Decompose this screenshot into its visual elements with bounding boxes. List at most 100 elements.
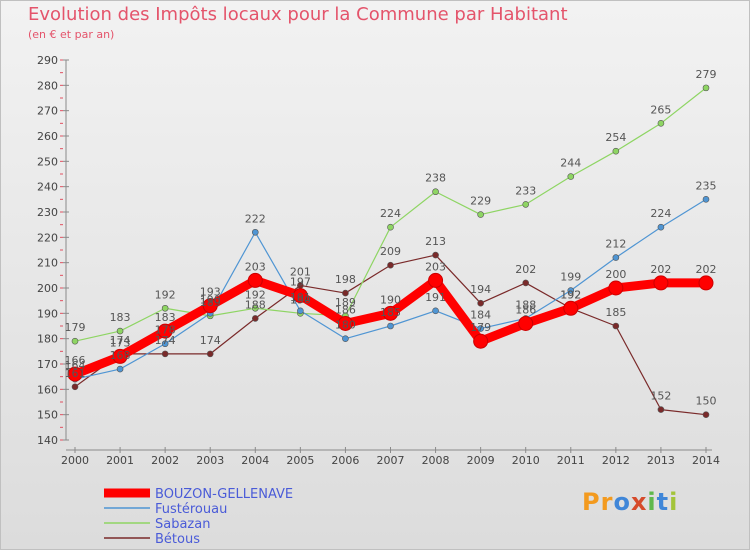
data-label: 174 <box>200 334 221 347</box>
y-tick-label: 170 <box>37 358 58 371</box>
x-tick-label: 2010 <box>512 454 540 467</box>
data-point <box>292 288 308 304</box>
y-tick-label: 220 <box>37 231 58 244</box>
chart-title: Evolution des Impôts locaux pour la Comm… <box>28 4 568 25</box>
data-label: 200 <box>605 268 626 281</box>
data-point <box>567 287 575 294</box>
data-point <box>161 340 169 348</box>
logo-letter: r <box>600 488 614 516</box>
data-label: 166 <box>65 354 86 367</box>
data-label: 202 <box>650 263 671 276</box>
data-label: 190 <box>290 293 311 306</box>
chart-subtitle: (en € et par an) <box>28 28 115 41</box>
data-label: 191 <box>290 291 311 304</box>
data-point <box>522 201 530 208</box>
data-label: 174 <box>155 334 176 347</box>
y-tick-label: 230 <box>37 206 58 219</box>
data-label: 229 <box>470 195 491 208</box>
x-tick-label: 2003 <box>196 454 224 467</box>
data-point <box>702 196 710 203</box>
data-label: 209 <box>380 245 401 258</box>
data-label: 183 <box>110 311 131 324</box>
data-point <box>202 298 218 314</box>
x-tick-label: 2000 <box>61 454 89 467</box>
data-point <box>657 120 665 127</box>
logo-letter: o <box>613 488 631 516</box>
data-point <box>247 272 263 288</box>
data-label: 178 <box>155 324 176 337</box>
data-point <box>432 188 439 196</box>
data-point <box>653 275 669 291</box>
y-tick-label: 150 <box>37 409 58 422</box>
logo-letter: P <box>582 488 601 516</box>
data-label: 190 <box>380 293 401 306</box>
data-label: 179 <box>65 321 86 334</box>
logo-letter: t <box>656 488 670 516</box>
data-point <box>702 411 710 418</box>
data-point <box>518 315 534 331</box>
logo-letter: i <box>647 488 657 516</box>
data-point <box>477 325 484 332</box>
data-label: 197 <box>290 276 311 289</box>
y-tick-label: 180 <box>37 333 58 346</box>
data-label: 279 <box>696 68 717 81</box>
legend-label-2: Sabazan <box>155 517 210 532</box>
data-point <box>383 305 398 321</box>
data-label: 180 <box>335 319 356 332</box>
data-point <box>387 322 394 330</box>
y-tick-label: 270 <box>37 105 58 118</box>
data-label: 254 <box>605 131 626 144</box>
data-label: 213 <box>425 235 446 248</box>
data-point <box>522 279 530 287</box>
data-point <box>206 350 214 358</box>
data-label: 186 <box>335 303 356 316</box>
data-label: 201 <box>290 265 311 278</box>
data-label: 164 <box>65 359 86 372</box>
data-point <box>337 315 353 331</box>
data-point <box>71 337 79 345</box>
data-label: 185 <box>380 306 401 319</box>
data-point <box>112 348 128 364</box>
data-point <box>161 304 169 312</box>
data-point <box>387 261 394 269</box>
data-point <box>161 350 169 358</box>
x-tick-label: 2013 <box>647 454 675 467</box>
legend-label-3: Bétous <box>155 532 200 547</box>
data-point <box>567 173 575 180</box>
data-label: 150 <box>696 395 717 408</box>
x-tick-label: 2007 <box>377 454 405 467</box>
x-tick-label: 2006 <box>331 454 359 467</box>
data-label: 192 <box>245 288 266 301</box>
data-point <box>612 254 620 261</box>
data-point <box>608 280 624 296</box>
data-label: 235 <box>696 179 717 192</box>
y-tick-label: 280 <box>37 79 58 92</box>
legend-label-1: Fustérouau <box>155 502 227 517</box>
data-point <box>612 147 620 155</box>
data-point <box>477 211 484 218</box>
data-point <box>477 299 484 307</box>
data-label: 173 <box>110 336 131 349</box>
data-label: 224 <box>650 207 671 220</box>
data-point <box>698 275 714 291</box>
y-tick-label: 190 <box>37 307 58 320</box>
data-point <box>251 228 259 236</box>
data-point <box>428 272 444 288</box>
y-tick-label: 250 <box>37 155 58 168</box>
data-label: 192 <box>560 288 581 301</box>
data-label: 183 <box>155 311 176 324</box>
data-label: 185 <box>605 306 626 319</box>
x-tick-label: 2002 <box>151 454 179 467</box>
data-label: 168 <box>110 349 131 362</box>
y-tick-label: 260 <box>37 130 58 143</box>
data-point <box>702 84 710 92</box>
data-point <box>71 383 79 391</box>
data-point <box>116 327 124 335</box>
logo-letter: x <box>630 488 648 516</box>
data-label: 186 <box>515 303 536 316</box>
data-label: 189 <box>335 296 356 309</box>
data-label: 202 <box>696 263 717 276</box>
data-label: 188 <box>515 298 536 311</box>
y-tick-label: 140 <box>37 434 58 447</box>
data-label: 192 <box>560 288 581 301</box>
